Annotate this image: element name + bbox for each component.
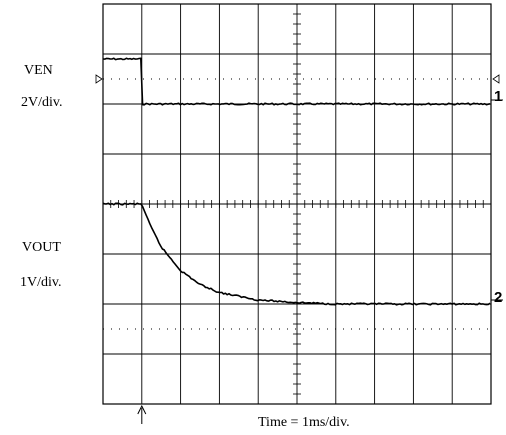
reference-lines <box>103 78 491 330</box>
trace-ven <box>102 57 491 106</box>
time-scale-label: Time = 1ms/div. <box>258 415 350 430</box>
ch1-scale-label: 2V/div. <box>21 95 62 110</box>
trigger-level-marker-right <box>492 74 500 84</box>
ch2-marker-number: 2 <box>494 289 502 306</box>
ch2-name-label: VOUT <box>22 240 61 255</box>
markers <box>95 74 503 424</box>
ch1-name-label: VEN <box>24 63 53 78</box>
ch2-scale-label: 1V/div. <box>20 275 61 290</box>
trigger-level-marker-left <box>95 74 103 84</box>
trigger-time-arrow-icon <box>137 404 147 415</box>
ch1-marker-number: 1 <box>494 88 502 105</box>
graticule <box>102 3 492 405</box>
trace-vout <box>102 202 491 306</box>
traces <box>102 57 491 306</box>
